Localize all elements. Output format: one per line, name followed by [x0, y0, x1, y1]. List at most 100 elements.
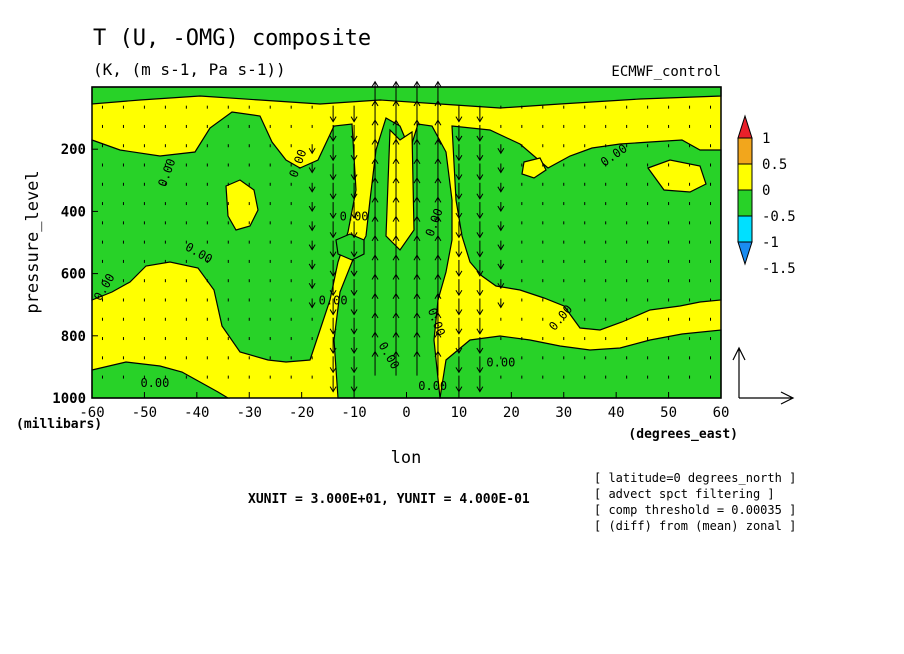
x-tick-label: 10 — [450, 405, 467, 421]
dataset-label: ECMWF_control — [611, 64, 721, 80]
vector-arrowhead — [413, 234, 421, 242]
vector-arrowhead — [329, 367, 337, 374]
vector-arrowhead — [392, 215, 400, 222]
colorbar: 1 0.5 0 -0.5 -1 -1.5 — [737, 114, 796, 277]
vector-arrowhead — [392, 234, 400, 242]
contour-label: 0.00 — [418, 379, 447, 393]
vector-arrowhead — [350, 193, 358, 200]
colorbar-top-triangle — [737, 114, 753, 139]
notes-block: [ latitude=0 degrees_north ] [ advect sp… — [594, 471, 796, 533]
vector-arrowhead — [329, 270, 337, 277]
vector-arrowhead — [434, 99, 442, 107]
vector-arrowhead — [308, 167, 316, 174]
vector-arrowhead — [455, 232, 463, 239]
colorbar-label: -0.5 — [762, 209, 796, 225]
vector-arrowhead — [350, 289, 358, 297]
vector-arrowhead — [308, 225, 316, 232]
colorbar-label: 0 — [762, 183, 770, 199]
vector-arrowhead — [392, 350, 400, 357]
vector-arrowhead — [476, 347, 484, 355]
vector-arrowhead — [350, 154, 358, 162]
vector-arrowhead — [392, 119, 400, 126]
vector-arrowhead — [392, 292, 400, 300]
vector-arrowhead — [413, 215, 421, 222]
vector-arrowhead — [413, 292, 421, 300]
vector-arrowhead — [329, 386, 337, 393]
green-region-pocket — [335, 233, 365, 261]
vector-arrowhead — [371, 80, 379, 87]
vector-arrowhead — [455, 270, 463, 277]
vector-arrowhead — [413, 138, 421, 145]
vector-arrowhead — [392, 80, 400, 87]
vector-arrowhead — [455, 154, 463, 162]
vector-arrowhead — [413, 312, 421, 319]
reference-vector — [732, 346, 795, 405]
vector-arrowhead — [308, 244, 316, 251]
vector-arrowhead — [434, 331, 442, 338]
x-tick-label: 30 — [555, 405, 572, 421]
y-tick-label: 600 — [61, 267, 86, 283]
vector-arrowhead — [371, 177, 379, 184]
vector-arrowhead — [329, 328, 337, 335]
positive-anomaly-islands — [225, 128, 707, 251]
x-tick-label: -40 — [184, 405, 209, 421]
green-region-right — [451, 125, 722, 331]
vector-arrowhead — [392, 177, 400, 184]
vector-arrowhead — [455, 116, 463, 123]
vector-arrowhead — [476, 367, 484, 374]
green-region-top — [91, 86, 722, 109]
vector-arrowhead — [455, 174, 463, 181]
vector-arrowhead — [308, 147, 316, 155]
vector-arrowhead — [476, 270, 484, 277]
vector-arrowhead — [497, 302, 505, 309]
chart-subtitle: (K, (m s-1, Pa s-1)) — [93, 60, 286, 79]
vector-arrowhead — [476, 386, 484, 393]
vector-arrowhead — [413, 99, 421, 107]
y-tick-label: 400 — [61, 204, 86, 220]
note-line: [ latitude=0 degrees_north ] — [594, 471, 796, 485]
vector-arrowhead — [434, 196, 442, 203]
yellow-island-2 — [647, 159, 707, 193]
vector-arrowhead — [434, 138, 442, 145]
vector-arrowhead — [434, 234, 442, 242]
vector-arrowhead — [371, 312, 379, 319]
y-axis: 200 400 600 800 1000 — [52, 142, 98, 407]
vector-arrowhead — [371, 234, 379, 242]
vector-arrowhead — [476, 116, 484, 123]
colorbar-swatch — [737, 163, 753, 191]
vector-arrowhead — [308, 205, 316, 213]
vector-field — [101, 80, 712, 393]
vector-arrowhead — [329, 251, 337, 258]
vector-arrowhead — [350, 270, 358, 277]
vector-arrowhead — [329, 212, 337, 220]
vector-arrowhead — [371, 119, 379, 126]
vector-arrowhead — [455, 251, 463, 258]
vector-arrowhead — [371, 157, 379, 165]
vector-arrowhead — [413, 273, 421, 280]
vector-arrowhead — [434, 177, 442, 184]
vector-arrowhead — [392, 312, 400, 319]
vector-arrowhead — [476, 154, 484, 162]
vector-arrowhead — [329, 135, 337, 142]
vector-arrowhead — [329, 116, 337, 123]
x-tick-label: -30 — [237, 405, 262, 421]
contour-label: 0.00 — [319, 294, 348, 308]
vector-arrowhead — [392, 331, 400, 338]
vector-arrowhead — [371, 273, 379, 280]
vector-arrowhead — [497, 186, 505, 193]
contour-label: 0.00 — [340, 210, 369, 224]
vector-arrowhead — [329, 347, 337, 355]
vector-arrowhead — [476, 328, 484, 335]
x-unit-label: (degrees_east) — [628, 427, 738, 442]
y-unit-label: (millibars) — [16, 417, 102, 432]
vector-arrowhead — [413, 254, 421, 261]
vector-arrowhead — [476, 212, 484, 220]
reference-vector-up — [732, 346, 746, 398]
x-tick-label: 40 — [608, 405, 625, 421]
vector-arrowhead — [308, 263, 316, 270]
vector-arrowhead — [371, 350, 379, 357]
vector-arrowhead — [455, 309, 463, 316]
note-line: [ (diff) from (mean) zonal ] — [594, 519, 796, 533]
vector-arrowhead — [434, 273, 442, 280]
